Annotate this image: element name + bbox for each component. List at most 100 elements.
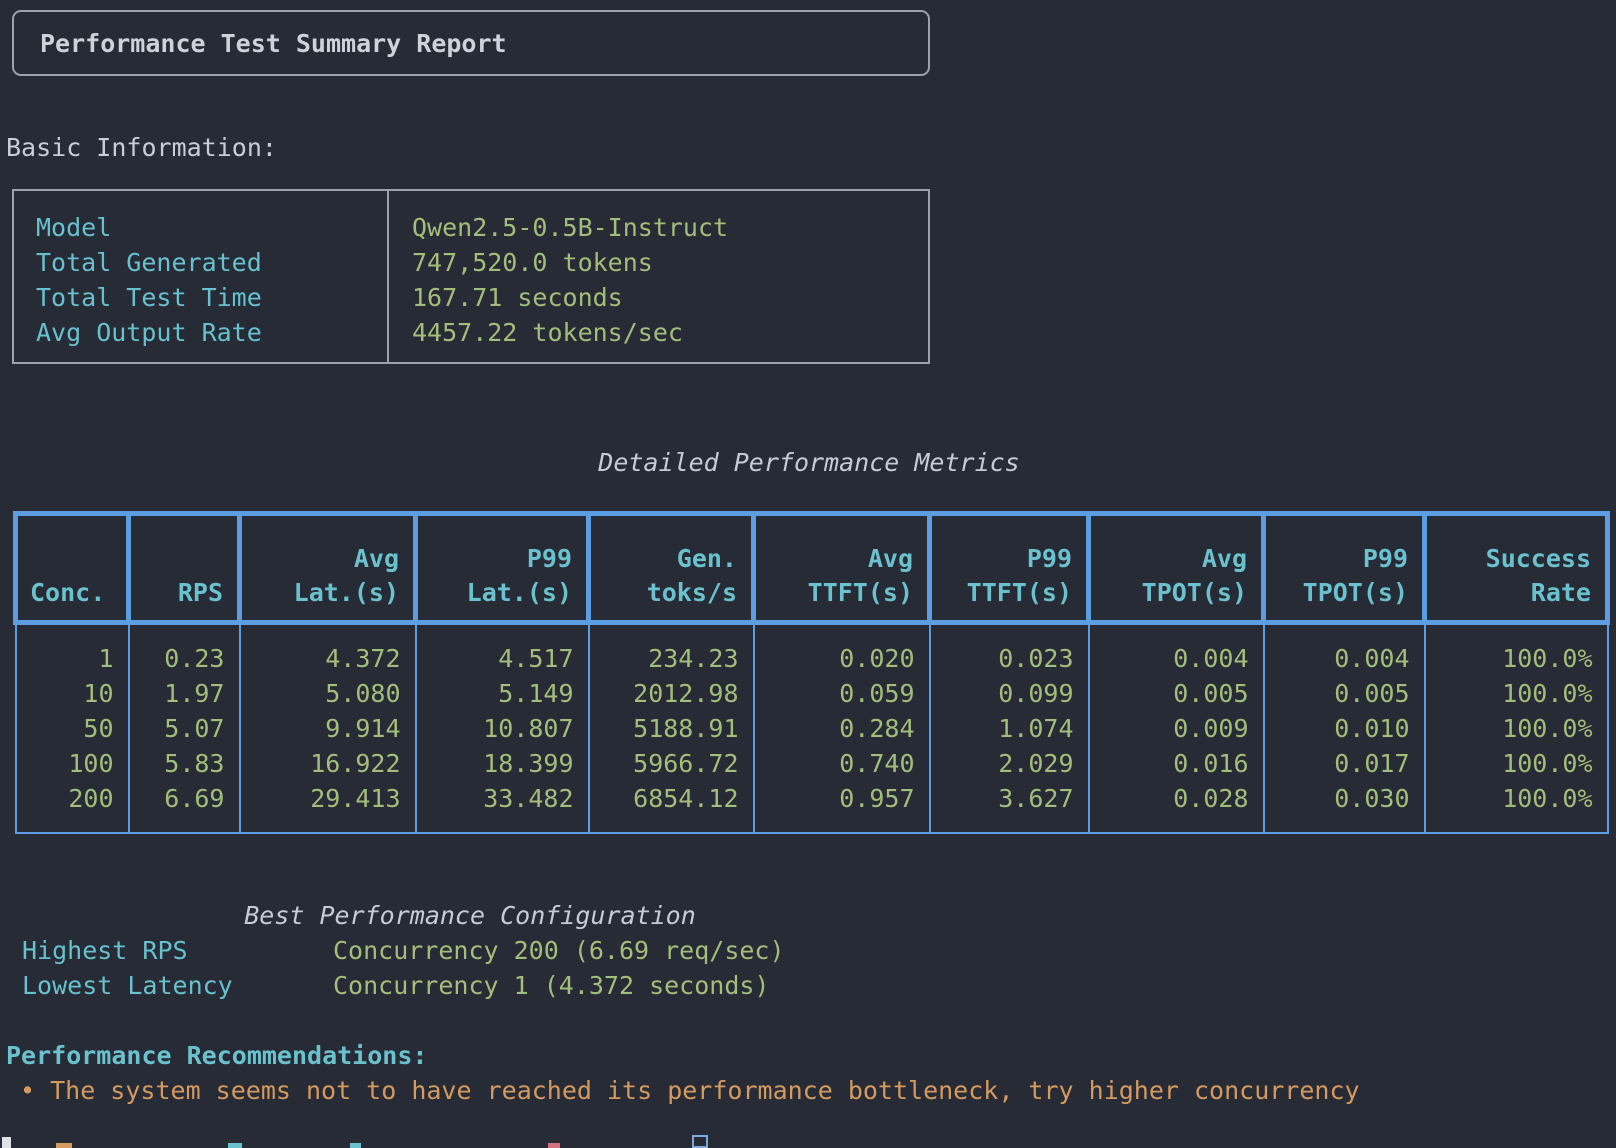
basic-info-label-column: Model Total Generated Total Test Time Av… — [14, 191, 389, 362]
recommendation-item: • The system seems not to have reached i… — [20, 1076, 1360, 1105]
cell: 0.005 — [1262, 676, 1426, 711]
clipped-text-fragment — [2, 1137, 11, 1148]
cell: 0.957 — [752, 781, 931, 834]
cell: 16.922 — [238, 746, 417, 781]
best-config-label: Highest RPS — [22, 936, 188, 965]
basic-info-box: Model Total Generated Total Test Time Av… — [12, 189, 930, 364]
best-config-label: Lowest Latency — [22, 971, 233, 1000]
basic-info-label: Avg Output Rate — [36, 318, 262, 347]
clipped-text-fragment — [548, 1143, 560, 1148]
cell: 5.149 — [414, 676, 590, 711]
column-header-p99-ttft: P99 TTFT(s) — [927, 511, 1091, 625]
cell: 0.284 — [752, 711, 931, 746]
column-header-rps: RPS — [126, 511, 242, 625]
cell: 9.914 — [238, 711, 417, 746]
cell: 0.017 — [1262, 746, 1426, 781]
table-row: 1 0.23 4.372 4.517 234.23 0.020 0.023 0.… — [14, 622, 1609, 676]
table-row: 200 6.69 29.413 33.482 6854.12 0.957 3.6… — [14, 781, 1609, 834]
recommendations-heading: Performance Recommendations: — [6, 1041, 428, 1070]
cell: 0.016 — [1087, 746, 1265, 781]
cell: 0.059 — [752, 676, 931, 711]
metrics-table-header: Conc. RPS Avg Lat.(s) P99 Lat.(s) Gen. t… — [13, 511, 1610, 625]
cell: 0.004 — [1087, 622, 1265, 676]
cell: 100.0% — [1423, 622, 1609, 676]
cell: 0.030 — [1262, 781, 1426, 834]
metrics-table: Conc. RPS Avg Lat.(s) P99 Lat.(s) Gen. t… — [13, 511, 1610, 834]
cell: 10.807 — [414, 711, 590, 746]
report-title-box: Performance Test Summary Report — [12, 10, 930, 76]
cell: 0.028 — [1087, 781, 1265, 834]
cell: 1 — [14, 622, 130, 676]
cell: 3.627 — [928, 781, 1090, 834]
cell: 0.23 — [127, 622, 241, 676]
cell: 10 — [14, 676, 130, 711]
cell: 100.0% — [1423, 676, 1609, 711]
cell: 0.004 — [1262, 622, 1426, 676]
cell: 1.074 — [928, 711, 1090, 746]
cell: 5966.72 — [587, 746, 755, 781]
basic-info-label: Total Test Time — [36, 283, 262, 312]
basic-info-label: Total Generated — [36, 248, 262, 277]
cell: 100.0% — [1423, 781, 1609, 834]
column-header-conc: Conc. — [13, 511, 131, 625]
column-header-success-rate: Success Rate — [1422, 511, 1610, 625]
best-config-value: Concurrency 1 (4.372 seconds) — [333, 971, 770, 1000]
column-header-avg-ttft: Avg TTFT(s) — [751, 511, 932, 625]
table-row: 100 5.83 16.922 18.399 5966.72 0.740 2.0… — [14, 746, 1609, 781]
cell: 0.740 — [752, 746, 931, 781]
cell: 5188.91 — [587, 711, 755, 746]
column-header-gen-toks: Gen. toks/s — [586, 511, 756, 625]
cell: 4.517 — [414, 622, 590, 676]
cell: 18.399 — [414, 746, 590, 781]
header-row: Conc. RPS Avg Lat.(s) P99 Lat.(s) Gen. t… — [13, 511, 1610, 625]
basic-info-value-column: Qwen2.5-0.5B-Instruct 747,520.0 tokens 1… — [389, 191, 928, 362]
column-header-p99-lat: P99 Lat.(s) — [413, 511, 591, 625]
basic-info-value: 747,520.0 tokens — [412, 248, 653, 277]
cell: 5.080 — [238, 676, 417, 711]
cell: 6.69 — [127, 781, 241, 834]
metrics-table-body: 1 0.23 4.372 4.517 234.23 0.020 0.023 0.… — [14, 622, 1609, 834]
report-title: Performance Test Summary Report — [40, 28, 507, 58]
metrics-table-title: Detailed Performance Metrics — [598, 448, 1020, 477]
cell: 50 — [14, 711, 130, 746]
best-config-row: Highest RPS Concurrency 200 (6.69 req/se… — [22, 933, 785, 968]
column-header-p99-tpot: P99 TPOT(s) — [1261, 511, 1427, 625]
clipped-text-fragment — [692, 1135, 708, 1148]
table-row: 50 5.07 9.914 10.807 5188.91 0.284 1.074… — [14, 711, 1609, 746]
cell: 33.482 — [414, 781, 590, 834]
column-header-avg-lat: Avg Lat.(s) — [237, 511, 418, 625]
cell: 0.099 — [928, 676, 1090, 711]
clipped-next-line — [0, 1132, 1616, 1148]
cell: 5.07 — [127, 711, 241, 746]
cell: 1.97 — [127, 676, 241, 711]
cell: 29.413 — [238, 781, 417, 834]
cell: 0.023 — [928, 622, 1090, 676]
cell: 2012.98 — [587, 676, 755, 711]
cell: 0.020 — [752, 622, 931, 676]
basic-info-value: 4457.22 tokens/sec — [412, 318, 683, 347]
cell: 5.83 — [127, 746, 241, 781]
basic-info-value: 167.71 seconds — [412, 283, 623, 312]
cell: 4.372 — [238, 622, 417, 676]
cell: 0.005 — [1087, 676, 1265, 711]
cell: 200 — [14, 781, 130, 834]
table-row: 10 1.97 5.080 5.149 2012.98 0.059 0.099 … — [14, 676, 1609, 711]
cell: 100.0% — [1423, 711, 1609, 746]
clipped-text-fragment — [228, 1143, 242, 1148]
best-config-row: Lowest Latency Concurrency 1 (4.372 seco… — [22, 968, 785, 1003]
best-config-title: Best Performance Configuration — [244, 901, 696, 930]
cell: 234.23 — [587, 622, 755, 676]
basic-info-label: Model — [36, 213, 112, 242]
column-header-avg-tpot: Avg TPOT(s) — [1086, 511, 1266, 625]
clipped-text-fragment — [350, 1143, 361, 1148]
cell: 100.0% — [1423, 746, 1609, 781]
cell: 6854.12 — [587, 781, 755, 834]
basic-info-heading: Basic Information: — [6, 133, 277, 162]
basic-info-value: Qwen2.5-0.5B-Instruct — [412, 213, 729, 242]
cell: 0.010 — [1262, 711, 1426, 746]
best-config-value: Concurrency 200 (6.69 req/sec) — [333, 936, 785, 965]
clipped-text-fragment — [56, 1143, 72, 1148]
cell: 0.009 — [1087, 711, 1265, 746]
cell: 100 — [14, 746, 130, 781]
